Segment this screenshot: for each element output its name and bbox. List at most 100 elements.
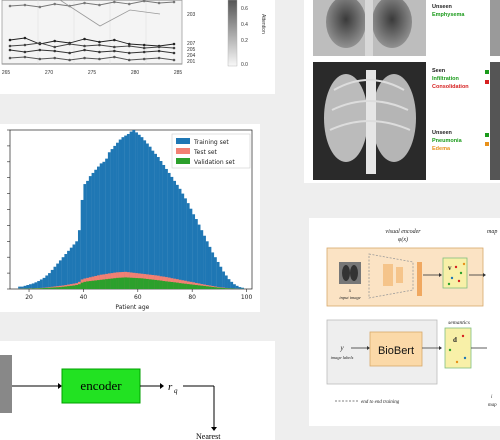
- hist-bar-validation-set: [162, 281, 166, 289]
- hist-bar-training-set: [129, 131, 133, 289]
- output-label: r: [168, 381, 173, 393]
- line-point: [53, 39, 57, 43]
- line-point: [157, 45, 161, 49]
- xray-3-status: Unseen: [432, 130, 453, 136]
- hist-bar-training-set: [99, 163, 103, 289]
- hist-bar-training-set: [124, 135, 128, 289]
- line-point: [113, 45, 116, 49]
- hist-bar-validation-set: [121, 277, 125, 289]
- hist-bar-training-set: [164, 168, 168, 289]
- hist-bar-training-set: [116, 142, 119, 289]
- hist-bar-training-set: [126, 133, 130, 289]
- hist-bar-validation-set: [86, 281, 90, 289]
- hist-bar-validation-set: [194, 285, 198, 289]
- line-series-spike: [59, 0, 161, 27]
- line-point: [113, 55, 116, 59]
- line-point: [127, 2, 131, 6]
- down-arrow-head: [211, 427, 217, 431]
- line-point: [8, 56, 12, 60]
- hist-bar-training-set: [113, 145, 117, 289]
- hist-bar-validation-set: [110, 278, 114, 289]
- colorbar: [227, 0, 238, 67]
- xray-1-status: Unseen: [432, 4, 453, 10]
- line-point: [68, 58, 71, 62]
- hist-bar-validation-set: [50, 287, 54, 289]
- line-x-tick: 285: [174, 70, 183, 76]
- line-series-4: [9, 56, 175, 61]
- hist-bar-validation-set: [80, 282, 84, 289]
- line-point: [68, 51, 71, 55]
- hist-bar-validation-set: [88, 281, 92, 289]
- hist-bar-validation-set: [67, 286, 70, 289]
- hist-bar-validation-set: [45, 287, 49, 289]
- hist-bar-training-set: [151, 150, 155, 289]
- hist-bar-validation-set: [75, 285, 79, 289]
- biobert-box: [369, 331, 423, 367]
- hist-legend-swatch: [176, 158, 190, 164]
- hist-bar-training-set: [61, 257, 65, 289]
- hist-bar-validation-set: [94, 280, 98, 289]
- hist-bar-training-set: [48, 273, 51, 289]
- hist-bar-training-set: [88, 176, 92, 289]
- hist-bar-training-set: [72, 244, 76, 289]
- hist-bar-training-set: [53, 266, 57, 289]
- xray-2-finding2: Consolidation: [432, 84, 469, 90]
- hist-bar-training-set: [34, 282, 38, 289]
- line-point: [127, 58, 131, 62]
- line-point: [83, 56, 86, 60]
- hist-bar-training-set: [83, 184, 87, 289]
- nearest-label: Nearest: [196, 432, 221, 440]
- hist-bar-validation-set: [140, 278, 144, 289]
- hist-x-tick-label: 80: [188, 294, 196, 301]
- line-point: [23, 50, 27, 54]
- line-point: [23, 36, 27, 40]
- hist-bar-validation-set: [113, 278, 117, 289]
- hist-bar-validation-set: [145, 278, 149, 289]
- visual-encoder-title: visual encoder: [385, 229, 421, 235]
- hist-bar-training-set: [135, 132, 138, 289]
- age-histogram: 20 40 60 80 100 Patient age Training set Test s…: [7, 129, 252, 311]
- line-series-2: [9, 42, 175, 49]
- xray-grid: Unseen Emphysema Seen Infiltration Conso…: [313, 0, 500, 180]
- hist-bar-validation-set: [48, 287, 51, 289]
- line-point: [172, 58, 176, 62]
- xray-3-finding: Pneumonia: [432, 138, 463, 144]
- xray-image-1: [313, 0, 426, 56]
- hist-bar-validation-set: [143, 278, 147, 289]
- hist-bar-training-set: [37, 281, 41, 289]
- hist-bar-training-set: [189, 208, 193, 289]
- line-point: [53, 56, 57, 60]
- encoder-box: [61, 368, 141, 404]
- hist-bar-validation-set: [39, 288, 43, 289]
- hist-bar-training-set: [94, 169, 98, 289]
- cut-top-label: map: [487, 229, 497, 235]
- line-point: [113, 49, 116, 53]
- input-arrow-head: [58, 383, 62, 389]
- hist-bar-training-set: [80, 199, 84, 289]
- hist-bar-training-set: [107, 152, 111, 289]
- line-x-tick: 270: [45, 70, 54, 76]
- line-chart-panel: 203 207 205 204 201 265 270 275 280 285 0.6 0.4 0.2 0…: [0, 0, 275, 94]
- hist-bar-training-set: [26, 285, 30, 289]
- hist-bar-training-set: [23, 285, 27, 289]
- hist-bar-training-set: [31, 283, 35, 289]
- line-point: [113, 0, 116, 4]
- line-point: [23, 55, 27, 59]
- age-histogram-panel: 20 40 60 80 100 Patient age Training set Test s…: [0, 124, 260, 312]
- hist-bar-training-set: [102, 161, 106, 289]
- hist-x-tick-label: 40: [80, 294, 88, 301]
- semantics-title: semantics: [448, 320, 470, 326]
- hist-bar-validation-set: [170, 282, 174, 289]
- hist-bar-training-set: [208, 246, 212, 289]
- cut-bottom-2: map: [488, 403, 497, 408]
- hist-bar-training-set: [110, 149, 114, 289]
- hist-bar-validation-set: [132, 277, 136, 289]
- line-point: [142, 50, 146, 54]
- hist-bar-training-set: [137, 134, 141, 289]
- hist-bar-training-set: [230, 281, 234, 289]
- line-point: [98, 50, 101, 54]
- hist-bar-validation-set: [99, 279, 103, 289]
- semantic-embedding-box: [444, 327, 472, 369]
- colorbar-tick: 0.2: [241, 38, 248, 44]
